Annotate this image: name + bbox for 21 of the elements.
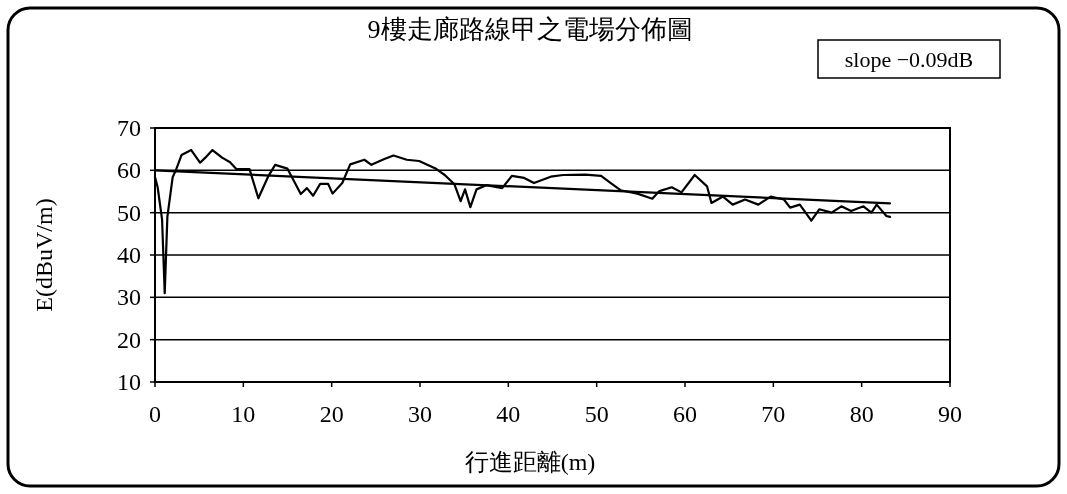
y-axis-title: E(dBuV/m) [31,198,57,312]
x-tick-label: 80 [849,401,874,427]
y-tick-label: 10 [117,369,141,395]
y-tick-label: 30 [117,284,141,311]
text: slope −0.09dB [844,47,974,72]
x-tick-label: 10 [231,401,256,427]
x-tick-label: 30 [408,401,432,427]
y-tick-label: 70 [117,115,141,141]
y-tick-label: 50 [117,199,141,226]
x-tick-label: 20 [319,401,344,427]
y-tick-label: 40 [117,242,141,268]
x-tick-label: 90 [938,401,962,427]
chart-title: 9樓走廊路線甲之電場分佈圖 [367,15,693,44]
x-tick-label: 50 [584,401,609,427]
x-axis-title: 行進距離(m) [464,449,596,475]
x-tick-label: 40 [496,401,521,427]
x-tick-label: 60 [673,401,697,427]
x-tick-label: 70 [761,401,786,427]
x-tick-label: 0 [149,401,161,427]
y-tick-label: 60 [117,157,141,184]
y-tick-label: 20 [117,326,141,353]
